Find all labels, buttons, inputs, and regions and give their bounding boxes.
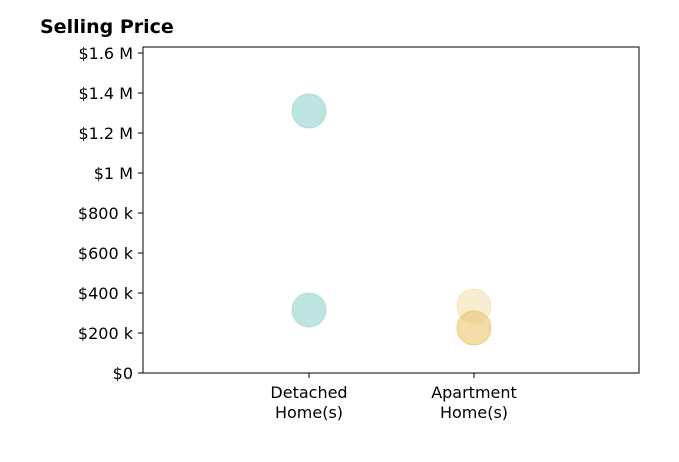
y-tick-label: $1.6 M (78, 44, 133, 63)
x-axis: Detached Home(s) Apartment Home(s) (270, 373, 517, 422)
y-tick-label: $1 M (94, 164, 133, 183)
data-point (456, 310, 492, 346)
y-tick-label: $200 k (78, 324, 134, 343)
y-tick-label: $0 (113, 364, 133, 383)
plot-frame (142, 46, 640, 374)
y-axis: $0 $200 k $400 k $600 k $800 k $1 M $1.2 M $1.4… (78, 44, 143, 383)
data-point (291, 292, 327, 328)
y-tick-label: $800 k (78, 204, 134, 223)
y-tick-label: $1.2 M (78, 124, 133, 143)
y-tick-label: $1.4 M (78, 84, 133, 103)
chart-title: Selling Price (40, 16, 174, 38)
data-points (291, 93, 492, 346)
x-tick-label: Detached Home(s) (270, 383, 347, 422)
y-tick-label: $600 k (78, 244, 134, 263)
y-tick-label: $400 k (78, 284, 134, 303)
x-tick-label: Apartment Home(s) (431, 383, 517, 422)
data-point (291, 93, 327, 129)
